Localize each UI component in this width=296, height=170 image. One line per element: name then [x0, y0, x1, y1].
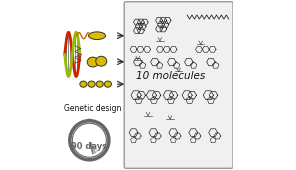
Ellipse shape: [89, 32, 105, 39]
Ellipse shape: [96, 56, 107, 66]
Text: 10 molecules: 10 molecules: [136, 71, 206, 81]
Ellipse shape: [88, 119, 91, 122]
Circle shape: [72, 123, 106, 157]
Ellipse shape: [104, 81, 112, 87]
Text: 90 days: 90 days: [71, 142, 107, 151]
Circle shape: [70, 121, 109, 160]
Ellipse shape: [87, 57, 98, 67]
Ellipse shape: [104, 129, 106, 130]
Ellipse shape: [80, 81, 87, 87]
FancyBboxPatch shape: [124, 2, 233, 168]
Ellipse shape: [96, 81, 103, 87]
Text: Genetic design: Genetic design: [64, 104, 121, 113]
Ellipse shape: [88, 81, 95, 87]
